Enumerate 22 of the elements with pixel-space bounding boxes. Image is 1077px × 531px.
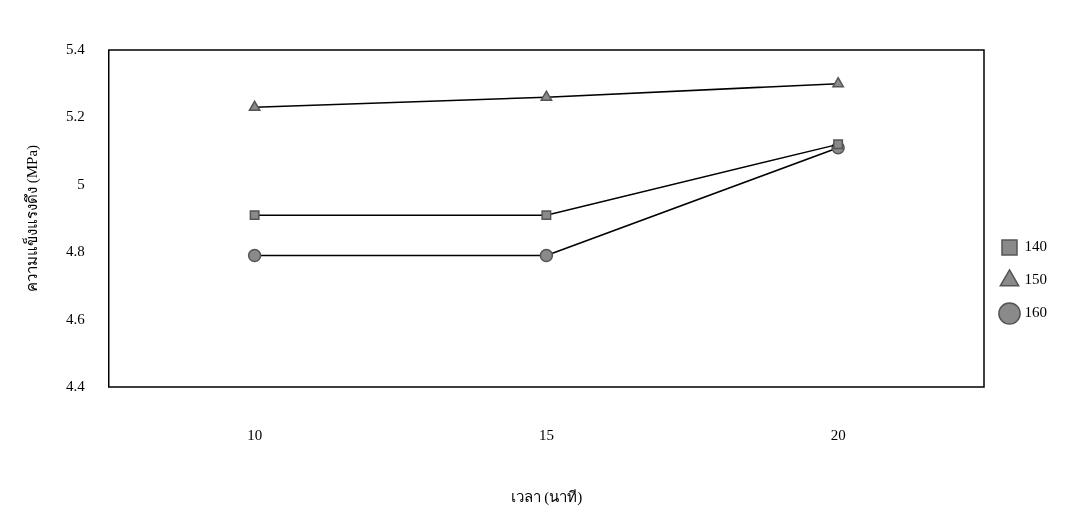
y-tick-label: 5 <box>77 175 85 192</box>
legend-label: 150 <box>1024 271 1047 288</box>
point <box>539 248 554 263</box>
y-tick-label: 5.4 <box>66 40 86 57</box>
legend-label: 140 <box>1024 238 1047 255</box>
point <box>832 76 845 88</box>
y-tick-label: 5.2 <box>66 108 85 125</box>
legend-label: 160 <box>1024 304 1047 321</box>
x-axis-title: เวลา (นาที) <box>510 488 583 506</box>
point <box>248 100 261 112</box>
y-tick-label: 4.6 <box>66 310 86 327</box>
y-tick-label: 4.8 <box>66 243 85 260</box>
y-axis-title: ความแข็งแรงดึง (MPa) <box>21 144 41 293</box>
point <box>540 90 553 101</box>
point <box>247 248 262 263</box>
x-tick-label: 10 <box>247 426 263 443</box>
point <box>249 210 260 221</box>
point <box>833 139 844 150</box>
point <box>541 210 552 221</box>
y-tick-label: 4.4 <box>66 377 86 394</box>
x-tick-label: 15 <box>538 426 554 443</box>
x-tick-label: 20 <box>830 426 846 443</box>
